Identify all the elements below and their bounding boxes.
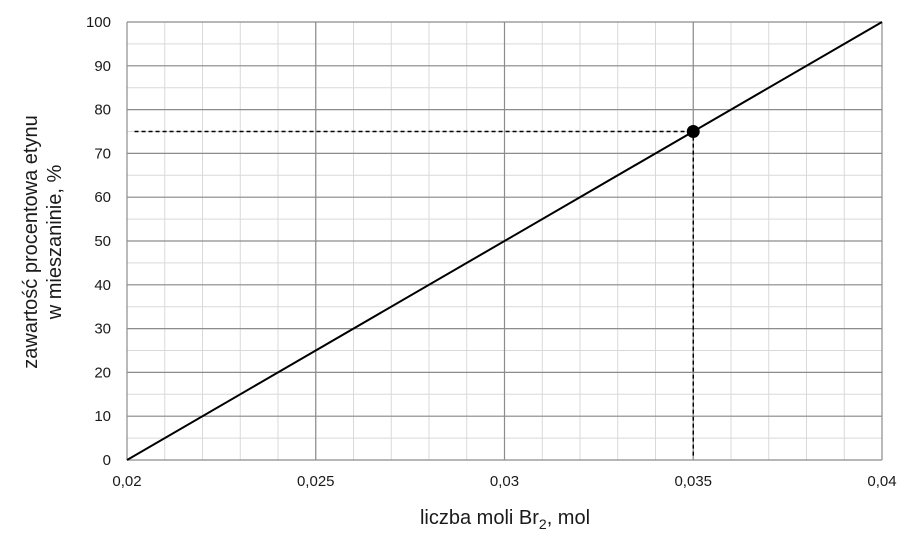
x-tick-label: 0,02 — [112, 473, 141, 490]
y-tick-label: 60 — [94, 189, 111, 206]
highlight-point — [686, 125, 700, 138]
x-tick-label: 0,03 — [490, 473, 519, 490]
x-tick-label: 0,04 — [867, 473, 896, 490]
y-tick-label: 0 — [103, 452, 111, 469]
x-axis-title: liczba moli Br2, mol — [420, 507, 590, 532]
y-tick-labels: 0 10 20 30 40 50 60 70 80 90 100 — [86, 14, 111, 469]
y-tick-label: 30 — [94, 321, 111, 338]
x-axis-title-subscript: 2 — [539, 516, 547, 532]
x-axis-title-suffix: , mol — [547, 507, 590, 529]
highlight-marker — [686, 125, 700, 138]
y-tick-label: 20 — [94, 364, 111, 381]
x-tick-labels: 0,02 0,025 0,03 0,035 0,04 — [112, 473, 896, 490]
y-tick-label: 70 — [94, 145, 111, 162]
y-tick-label: 90 — [94, 58, 111, 75]
y-axis-title: zawartość procentowa etynu w mieszaninie… — [20, 115, 66, 368]
y-axis-title-line1: zawartość procentowa etynu — [20, 115, 42, 368]
y-tick-label: 100 — [86, 14, 111, 31]
y-axis-title-line2: w mieszaninie, % — [44, 165, 66, 321]
series-line — [126, 21, 883, 461]
y-tick-label: 10 — [94, 408, 111, 425]
major-grid — [126, 21, 883, 461]
series — [126, 21, 883, 461]
y-tick-label: 40 — [94, 277, 111, 294]
x-axis-title-main: liczba moli Br — [420, 507, 539, 529]
y-tick-label: 80 — [94, 102, 111, 119]
guide-lines — [134, 130, 694, 456]
x-tick-label: 0,025 — [297, 473, 335, 490]
y-tick-label: 50 — [94, 233, 111, 250]
x-tick-label: 0,035 — [674, 473, 712, 490]
